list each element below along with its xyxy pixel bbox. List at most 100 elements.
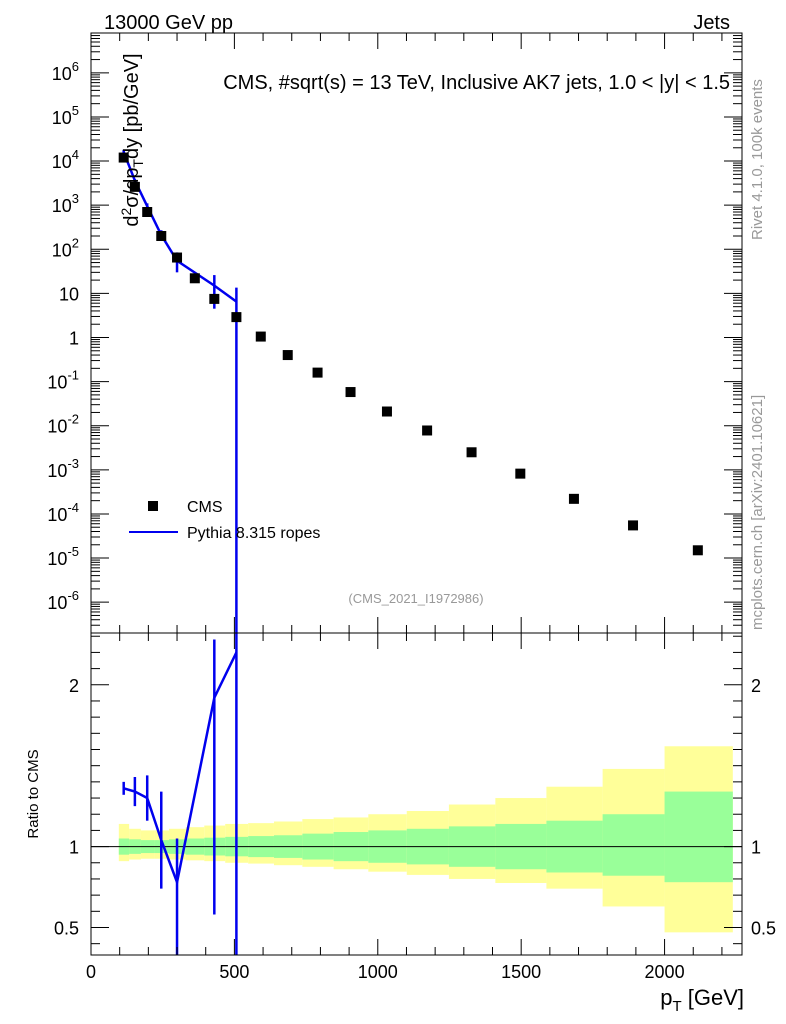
main-y-tick-label: 10-2: [47, 412, 79, 437]
xlabel-part-unit: [GeV]: [682, 985, 744, 1010]
ylabel-part-rest: dy [pb/GeV]: [121, 53, 143, 159]
ratio-y-tick-label-right: 0.5: [751, 918, 776, 938]
tick-label-exponent: -4: [67, 500, 79, 515]
cms-data-point: [422, 425, 433, 436]
tick-label-exponent: 5: [72, 103, 79, 118]
cms-data-point: [692, 545, 703, 556]
cms-data-point: [172, 252, 183, 263]
tick-label-base: 10: [59, 284, 79, 304]
main-y-tick-label: 10-1: [47, 368, 79, 393]
tick-label-exponent: -5: [67, 544, 79, 559]
cms-data-point: [466, 447, 477, 458]
cms-data-point: [156, 231, 167, 242]
tick-label-base: 10: [47, 505, 67, 525]
tick-label-base: 10: [47, 593, 67, 613]
main-y-tick-label: 10-4: [47, 500, 79, 525]
cms-data-point: [381, 406, 392, 417]
tick-label-exponent: -6: [67, 588, 79, 603]
header-energy-label: 13000 GeV pp: [104, 12, 233, 34]
main-data-layer: [118, 149, 703, 633]
tick-label-exponent: 3: [72, 191, 79, 206]
header-category-label: Jets: [693, 12, 730, 34]
ratio-y-tick-label-left: 1: [69, 838, 79, 858]
x-tick-label: 1500: [501, 962, 541, 982]
cms-data-point: [628, 520, 639, 531]
cms-data-point: [118, 152, 129, 163]
x-axis-label: pT [GeV]: [660, 985, 744, 1015]
main-y-tick-label: 1: [69, 329, 79, 349]
tick-label-exponent: -3: [67, 456, 79, 471]
cms-data-point: [515, 468, 526, 479]
tick-label-exponent: 2: [72, 235, 79, 250]
ratio-uncertainty-bands: [118, 746, 733, 933]
tick-label-base: 10: [52, 64, 72, 84]
tick-label-base: 1: [69, 329, 79, 349]
cms-data-point: [282, 350, 293, 361]
ratio-panel: 0.5 0.5 1 1 2 2 0 500 1000 1500 2000 Ratio to CMS…: [25, 632, 776, 1015]
legend: CMS Pythia 8.315 ropes: [129, 499, 320, 542]
ratio-y-tick-label-right: 1: [751, 838, 761, 858]
main-y-tick-label: 10-6: [47, 588, 79, 613]
tick-label-base: 10: [47, 461, 67, 481]
legend-pythia-label: Pythia 8.315 ropes: [187, 525, 320, 542]
ratio-inner-band: [602, 814, 665, 876]
main-y-tick-labels: 10610510410310210110-110-210-310-410-510…: [47, 59, 79, 613]
ylabel-part-sup2: 2: [118, 208, 134, 216]
ratio-axis-ticks: [90, 633, 742, 955]
legend-cms-label: CMS: [187, 499, 223, 516]
cms-data-point: [129, 181, 140, 192]
ylabel-part-subT: T: [130, 159, 146, 168]
main-y-axis-label: d2σ/dpTdy [pb/GeV]: [118, 53, 146, 226]
x-tick-label: 1000: [358, 962, 398, 982]
tick-label-exponent: -2: [67, 412, 79, 427]
tick-label-exponent: 4: [72, 147, 79, 162]
ratio-y-tick-label-left: 0.5: [54, 918, 79, 938]
analysis-id-watermark: (CMS_2021_I1972986): [348, 591, 483, 606]
ratio-y-tick-label-left: 2: [69, 676, 79, 696]
mcplots-reference-label: mcplots.cern.ch [arXiv:2401.10621]: [749, 395, 766, 630]
main-y-tick-label: 102: [52, 235, 79, 260]
tick-label-base: 10: [47, 549, 67, 569]
tick-label-base: 10: [52, 108, 72, 128]
tick-label-exponent: 6: [72, 59, 79, 74]
cms-data-point: [209, 293, 220, 304]
main-y-tick-label: 106: [52, 59, 79, 84]
legend-cms-marker: [148, 501, 158, 511]
main-axis-ticks: [90, 32, 742, 634]
main-y-tick-label: 10-5: [47, 544, 79, 569]
cms-data-point: [568, 493, 579, 504]
xlabel-part-p: p: [660, 985, 672, 1010]
cms-data-point: [345, 387, 356, 398]
chart-title: CMS, #sqrt(s) = 13 TeV, Inclusive AK7 je…: [223, 72, 730, 94]
tick-label-base: 10: [52, 152, 72, 172]
cms-data-point: [142, 207, 153, 218]
main-y-tick-label: 104: [52, 147, 79, 172]
main-y-tick-label: 10: [59, 284, 79, 304]
ylabel-part-sigma: σ/dp: [121, 168, 143, 208]
x-tick-label: 500: [219, 962, 249, 982]
ratio-y-axis-label: Ratio to CMS: [25, 749, 42, 838]
main-y-tick-label: 105: [52, 103, 79, 128]
ratio-inner-band: [664, 791, 733, 883]
x-tick-label: 2000: [645, 962, 685, 982]
tick-label-exponent: -1: [67, 368, 79, 383]
x-tick-label: 0: [86, 962, 96, 982]
ratio-y-tick-label-right: 2: [751, 676, 761, 696]
cms-data-point: [189, 273, 200, 284]
tick-label-base: 10: [52, 240, 72, 260]
main-y-tick-label: 103: [52, 191, 79, 216]
rivet-version-label: Rivet 4.1.0, 100k events: [749, 79, 766, 240]
ratio-data-layer: [91, 633, 742, 955]
main-frame: [90, 32, 743, 634]
ratio-y-tick-labels: 0.5 0.5 1 1 2 2: [54, 676, 776, 939]
ylabel-part-d: d: [121, 216, 143, 227]
tick-label-base: 10: [47, 373, 67, 393]
cms-data-point: [231, 312, 242, 323]
x-tick-labels: 0 500 1000 1500 2000: [86, 962, 685, 982]
cms-data-point: [255, 331, 266, 342]
tick-label-base: 10: [47, 417, 67, 437]
ratio-frame: [90, 632, 743, 956]
ratio-series-line: [123, 651, 238, 887]
main-panel: 10610510410310210110-110-210-310-410-510…: [47, 32, 743, 634]
